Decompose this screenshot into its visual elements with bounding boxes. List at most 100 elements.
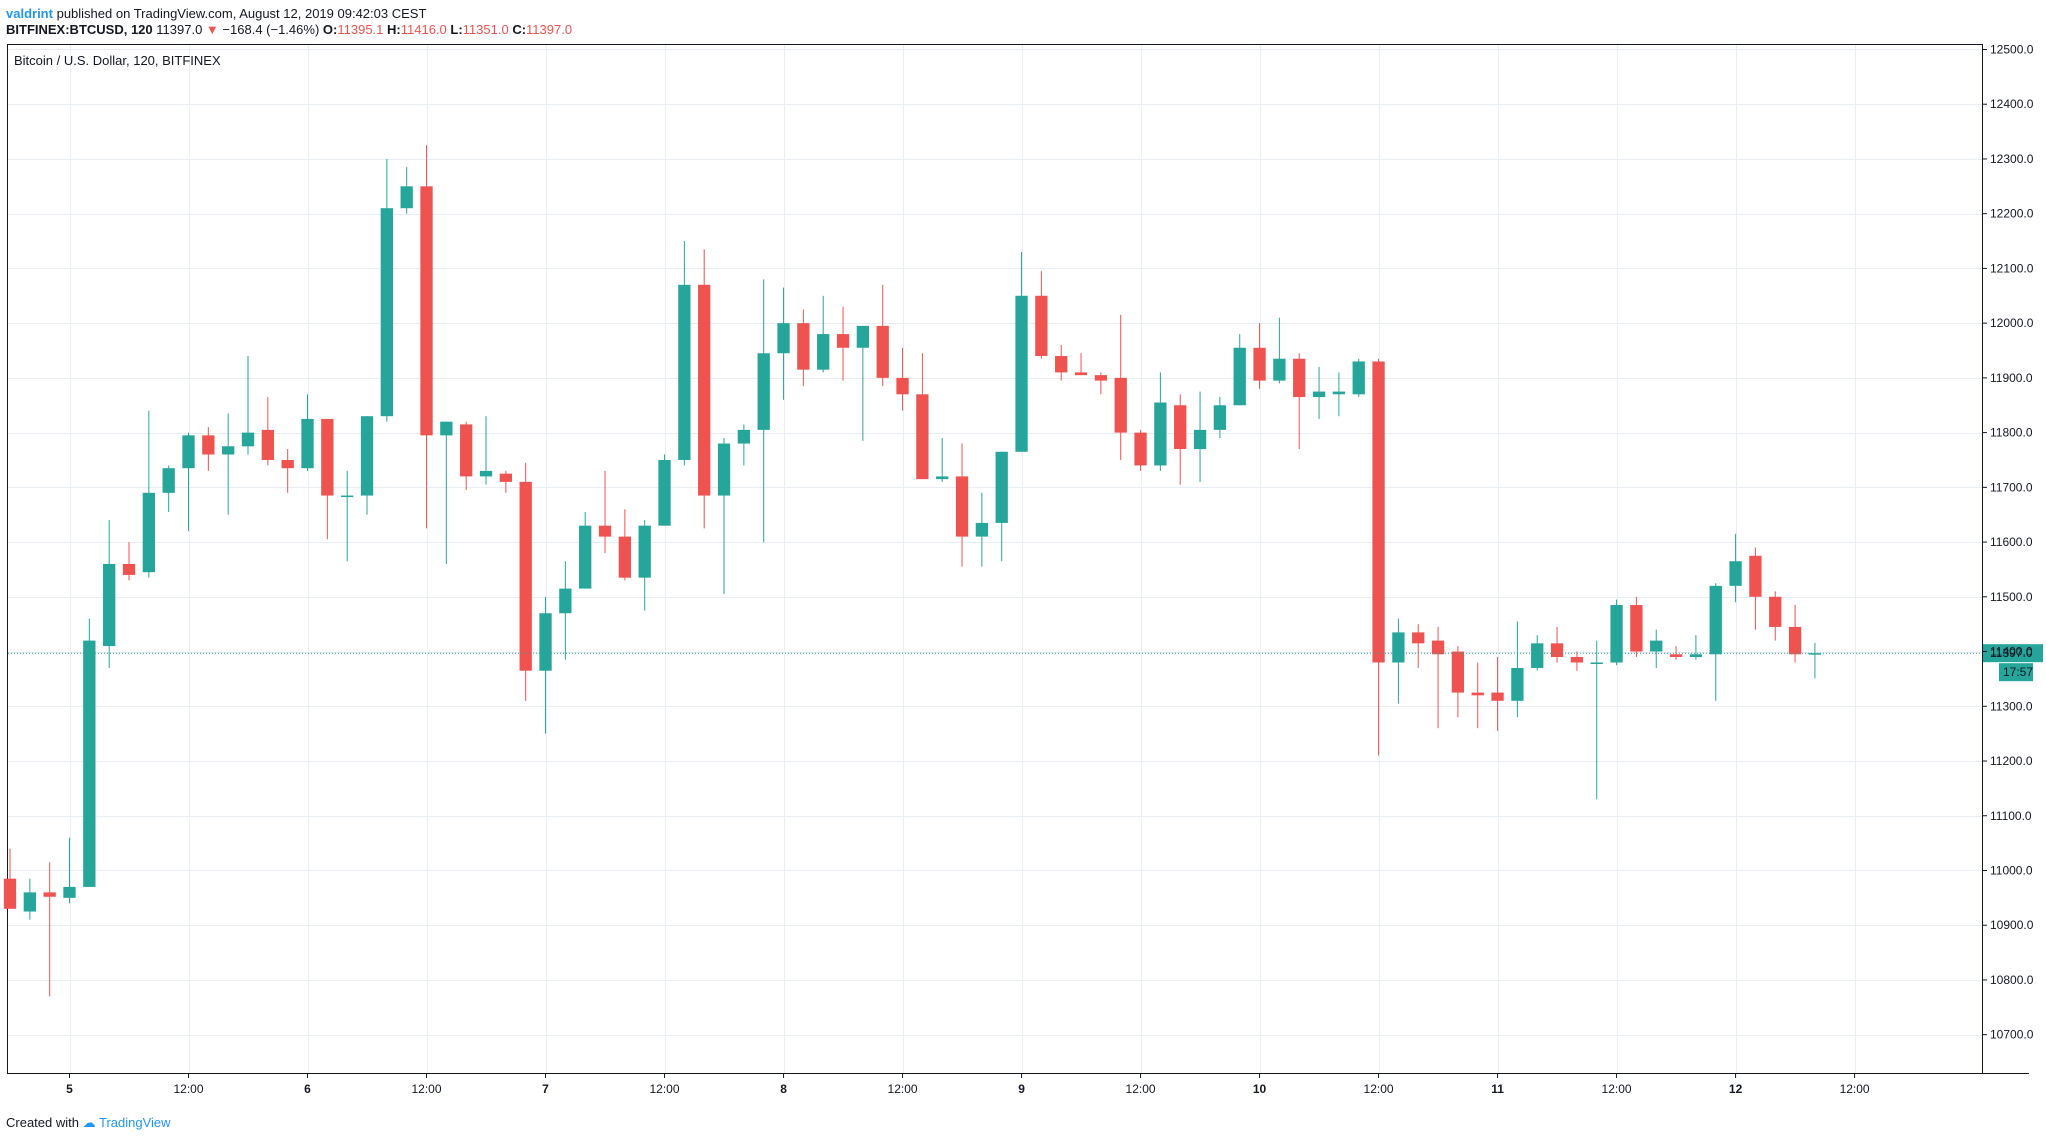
candle[interactable] bbox=[202, 427, 215, 471]
candle[interactable] bbox=[1590, 640, 1603, 800]
candle[interactable] bbox=[856, 325, 870, 441]
candle[interactable] bbox=[420, 145, 433, 529]
candle[interactable] bbox=[1312, 366, 1326, 419]
candle[interactable] bbox=[1055, 345, 1068, 381]
candle[interactable] bbox=[1174, 394, 1187, 485]
created-with-text: Created with bbox=[6, 1115, 79, 1130]
candle[interactable] bbox=[1213, 397, 1227, 439]
candle[interactable] bbox=[1233, 334, 1246, 406]
candle[interactable] bbox=[1531, 635, 1544, 671]
candle[interactable] bbox=[479, 416, 493, 485]
candle[interactable] bbox=[1332, 372, 1346, 417]
candle[interactable] bbox=[678, 241, 691, 466]
candle-body bbox=[1650, 640, 1663, 652]
price-axis[interactable]: 10700.0 10800.0 10900.0 11000.0 11100.0 11200… bbox=[1982, 42, 2034, 1042]
candle[interactable] bbox=[360, 416, 374, 515]
candle[interactable] bbox=[618, 509, 632, 581]
candle[interactable] bbox=[539, 596, 552, 734]
candle[interactable] bbox=[103, 520, 116, 668]
candle[interactable] bbox=[43, 862, 56, 997]
candle[interactable] bbox=[1788, 605, 1802, 663]
candle[interactable] bbox=[717, 438, 731, 595]
candle[interactable] bbox=[598, 470, 612, 554]
candle[interactable] bbox=[301, 394, 314, 471]
candle[interactable] bbox=[1074, 353, 1088, 376]
candle[interactable] bbox=[182, 432, 195, 532]
candle[interactable] bbox=[1749, 547, 1762, 630]
candle[interactable] bbox=[1412, 624, 1425, 668]
candle-body bbox=[1788, 626, 1802, 655]
candle[interactable] bbox=[1372, 358, 1385, 756]
candle[interactable] bbox=[261, 397, 274, 466]
candle[interactable] bbox=[916, 353, 929, 480]
candle[interactable] bbox=[142, 410, 155, 578]
candle[interactable] bbox=[1273, 317, 1286, 384]
candle[interactable] bbox=[876, 284, 889, 387]
candle[interactable] bbox=[896, 347, 909, 411]
candle[interactable] bbox=[162, 465, 175, 512]
candle[interactable] bbox=[579, 511, 592, 589]
author-name[interactable]: valdrint bbox=[6, 6, 53, 21]
candle[interactable] bbox=[1035, 271, 1048, 359]
candle[interactable] bbox=[1550, 626, 1564, 663]
candle[interactable] bbox=[797, 309, 810, 387]
candle[interactable] bbox=[499, 470, 513, 493]
candle[interactable] bbox=[122, 542, 136, 581]
candle[interactable] bbox=[1134, 429, 1147, 471]
candle[interactable] bbox=[241, 355, 255, 455]
candle[interactable] bbox=[63, 837, 76, 904]
candle[interactable] bbox=[1094, 372, 1108, 395]
candle[interactable] bbox=[460, 421, 473, 491]
candle[interactable] bbox=[1709, 583, 1722, 701]
candle[interactable] bbox=[1808, 642, 1822, 679]
candle[interactable] bbox=[698, 249, 711, 529]
candle[interactable] bbox=[1570, 651, 1584, 671]
candle[interactable] bbox=[1769, 591, 1782, 641]
candle[interactable] bbox=[23, 878, 36, 920]
candle[interactable] bbox=[1015, 251, 1028, 452]
candle[interactable] bbox=[1392, 618, 1405, 704]
candle[interactable] bbox=[1610, 599, 1623, 666]
candle[interactable] bbox=[1352, 358, 1365, 398]
candle[interactable] bbox=[1154, 372, 1167, 471]
candle[interactable] bbox=[1630, 596, 1643, 658]
candle[interactable] bbox=[83, 618, 96, 887]
candle[interactable] bbox=[440, 421, 453, 564]
candle[interactable] bbox=[1293, 353, 1306, 450]
candle[interactable] bbox=[737, 424, 751, 466]
candle[interactable] bbox=[638, 520, 651, 611]
candle[interactable] bbox=[1650, 629, 1663, 668]
candle[interactable] bbox=[519, 462, 532, 701]
candle[interactable] bbox=[995, 451, 1008, 562]
candle[interactable] bbox=[400, 167, 413, 214]
candle[interactable] bbox=[1114, 314, 1127, 460]
candle[interactable] bbox=[757, 279, 770, 543]
candle[interactable] bbox=[955, 443, 969, 567]
candle[interactable] bbox=[222, 413, 235, 515]
candle[interactable] bbox=[341, 470, 354, 562]
candle[interactable] bbox=[658, 454, 671, 526]
candle[interactable] bbox=[3, 848, 17, 909]
candle[interactable] bbox=[281, 449, 294, 493]
candle[interactable] bbox=[1253, 323, 1266, 389]
candle[interactable] bbox=[1491, 657, 1504, 731]
candle[interactable] bbox=[1689, 635, 1703, 660]
tradingview-brand-link[interactable]: TradingView bbox=[99, 1115, 171, 1130]
candle[interactable] bbox=[817, 295, 830, 373]
candle[interactable] bbox=[1729, 533, 1742, 603]
candle[interactable] bbox=[380, 158, 393, 422]
candle[interactable] bbox=[1471, 662, 1484, 729]
candle[interactable] bbox=[975, 492, 989, 567]
candle[interactable] bbox=[1431, 626, 1445, 729]
candle[interactable] bbox=[777, 287, 790, 400]
candle[interactable] bbox=[1451, 646, 1465, 718]
candle[interactable] bbox=[559, 561, 572, 660]
candle[interactable] bbox=[936, 438, 949, 482]
candle[interactable] bbox=[836, 306, 850, 381]
candle[interactable] bbox=[1193, 391, 1207, 482]
candle[interactable] bbox=[321, 418, 334, 540]
time-axis[interactable]: 5 12:00 6 12:00 7 12:00 8 12:00 9 12:00 10 12:00 11 1… bbox=[66, 1073, 1870, 1096]
candle-body bbox=[1749, 555, 1762, 597]
candle[interactable] bbox=[1511, 621, 1524, 718]
